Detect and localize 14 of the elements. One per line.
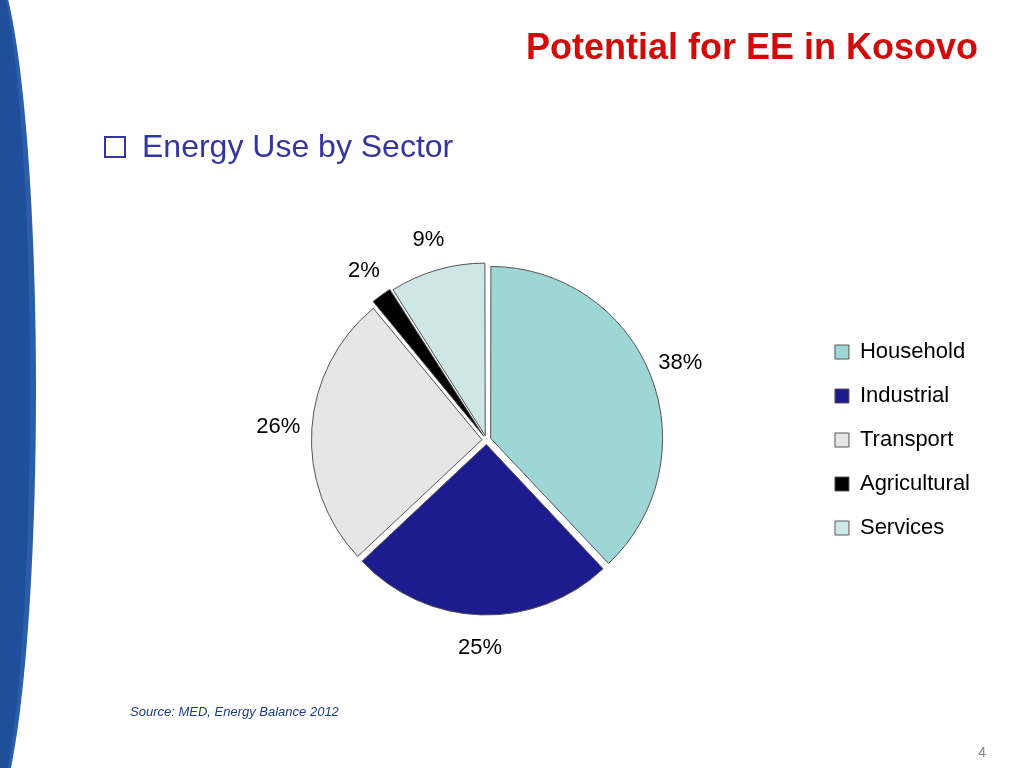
text: 4 <box>978 744 986 760</box>
legend-label: Transport <box>859 426 954 452</box>
legend-label: Household <box>859 338 966 364</box>
chart-subtitle: Energy Use by Sector <box>142 128 454 165</box>
chart-title: Potential for EE in Kosovo <box>525 26 978 68</box>
legend-label: Agricultural <box>859 470 970 496</box>
data-label: 26% <box>256 412 301 438</box>
legend-label: Industrial <box>859 382 950 408</box>
data-label: 9% <box>412 225 445 251</box>
legend-label: Services <box>859 514 945 540</box>
data-label: 38% <box>658 349 703 375</box>
data-label: 25% <box>457 634 502 660</box>
data-label: 2% <box>348 257 380 283</box>
source-note: Source: MED, Energy Balance 2012 <box>130 704 339 719</box>
